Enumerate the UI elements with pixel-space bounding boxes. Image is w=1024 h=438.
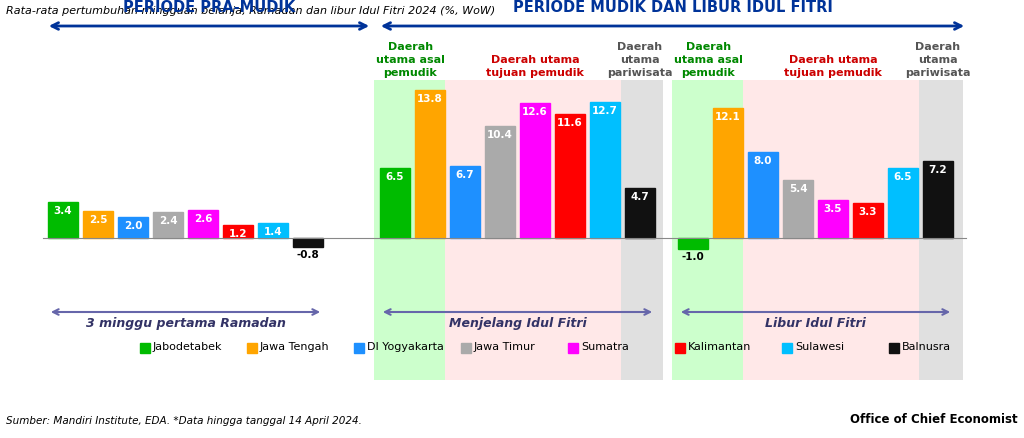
Bar xyxy=(520,103,550,238)
Text: Daerah
utama
pariwisata: Daerah utama pariwisata xyxy=(607,42,673,78)
Bar xyxy=(782,343,792,353)
Text: PERIODE PRA-MUDIK: PERIODE PRA-MUDIK xyxy=(123,0,295,15)
Bar xyxy=(743,80,923,380)
Bar xyxy=(568,343,578,353)
Text: 3.3: 3.3 xyxy=(859,207,878,217)
Bar xyxy=(748,152,778,238)
Bar xyxy=(354,343,364,353)
Bar xyxy=(919,80,963,380)
Text: 2.5: 2.5 xyxy=(89,215,108,225)
Text: 6.5: 6.5 xyxy=(386,172,404,182)
Text: 2.6: 2.6 xyxy=(194,214,212,224)
Bar xyxy=(485,127,515,238)
Text: Sumatra: Sumatra xyxy=(581,342,629,352)
Text: 12.1: 12.1 xyxy=(715,112,741,122)
Text: Sumber: Mandiri Institute, EDA. *Data hingga tanggal 14 April 2024.: Sumber: Mandiri Institute, EDA. *Data hi… xyxy=(6,416,361,426)
Bar xyxy=(555,113,585,238)
Text: Kalimantan: Kalimantan xyxy=(688,342,752,352)
Text: 8.0: 8.0 xyxy=(754,156,772,166)
Bar xyxy=(678,238,708,249)
Text: Daerah utama
tujuan pemudik: Daerah utama tujuan pemudik xyxy=(784,55,882,78)
Text: Daerah
utama asal
pemudik: Daerah utama asal pemudik xyxy=(674,42,743,78)
Text: Sulawesi: Sulawesi xyxy=(795,342,844,352)
Bar xyxy=(450,166,480,238)
Text: Daerah utama
tujuan pemudik: Daerah utama tujuan pemudik xyxy=(486,55,584,78)
Text: 13.8: 13.8 xyxy=(417,94,442,104)
Text: DI Yogyakarta: DI Yogyakarta xyxy=(367,342,443,352)
Bar xyxy=(888,168,918,238)
Bar xyxy=(223,225,253,238)
Text: 3.5: 3.5 xyxy=(823,205,843,215)
Bar xyxy=(461,343,471,353)
Bar xyxy=(380,168,410,238)
Text: 11.6: 11.6 xyxy=(557,117,583,127)
Bar xyxy=(140,343,150,353)
Text: 6.5: 6.5 xyxy=(894,172,912,182)
Text: 4.7: 4.7 xyxy=(631,191,649,201)
Text: Rata-rata pertumbuhan mingguan belanja, Ramadan dan libur Idul Fitri 2024 (%, Wo: Rata-rata pertumbuhan mingguan belanja, … xyxy=(6,6,496,16)
Text: -1.0: -1.0 xyxy=(682,252,705,262)
Bar xyxy=(783,180,813,238)
Bar xyxy=(923,161,953,238)
Text: 12.6: 12.6 xyxy=(522,107,548,117)
Text: Balnusra: Balnusra xyxy=(902,342,951,352)
Text: Daerah
utama asal
pemudik: Daerah utama asal pemudik xyxy=(376,42,445,78)
Bar xyxy=(415,90,445,238)
Bar xyxy=(818,201,848,238)
Bar xyxy=(374,80,451,380)
Text: PERIODE MUDIK DAN LIBUR IDUL FITRI: PERIODE MUDIK DAN LIBUR IDUL FITRI xyxy=(513,0,833,15)
Text: 2.0: 2.0 xyxy=(124,221,142,230)
Bar xyxy=(672,80,749,380)
Bar xyxy=(445,80,625,380)
Bar xyxy=(713,108,743,238)
Bar xyxy=(118,216,148,238)
Text: Jabodetabek: Jabodetabek xyxy=(153,342,222,352)
Bar xyxy=(188,210,218,238)
Text: Menjelang Idul Fitri: Menjelang Idul Fitri xyxy=(449,317,587,330)
Bar xyxy=(258,223,288,238)
Text: 6.7: 6.7 xyxy=(456,170,474,180)
Bar xyxy=(889,343,899,353)
Bar xyxy=(247,343,257,353)
Text: Jawa Timur: Jawa Timur xyxy=(474,342,536,352)
Bar xyxy=(293,238,323,247)
Text: Daerah
utama
pariwisata: Daerah utama pariwisata xyxy=(905,42,971,78)
Text: 1.2: 1.2 xyxy=(228,229,247,239)
Bar xyxy=(625,187,655,238)
Bar xyxy=(83,211,113,238)
Text: Libur Idul Fitri: Libur Idul Fitri xyxy=(765,317,866,330)
Text: 7.2: 7.2 xyxy=(929,165,947,175)
Text: 12.7: 12.7 xyxy=(592,106,617,116)
Bar xyxy=(621,80,663,380)
Text: 1.4: 1.4 xyxy=(264,227,283,237)
Text: 3 minggu pertama Ramadan: 3 minggu pertama Ramadan xyxy=(86,317,286,330)
Bar xyxy=(48,201,78,238)
Text: -0.8: -0.8 xyxy=(297,250,319,260)
Text: 3.4: 3.4 xyxy=(53,205,73,215)
Bar xyxy=(675,343,685,353)
Text: 2.4: 2.4 xyxy=(159,216,177,226)
Bar xyxy=(590,102,620,238)
Text: 5.4: 5.4 xyxy=(788,184,807,194)
Text: Jawa Tengah: Jawa Tengah xyxy=(260,342,330,352)
Bar xyxy=(853,203,883,238)
Bar xyxy=(153,212,183,238)
Text: Office of Chief Economist: Office of Chief Economist xyxy=(850,413,1018,426)
Text: 10.4: 10.4 xyxy=(487,131,513,141)
